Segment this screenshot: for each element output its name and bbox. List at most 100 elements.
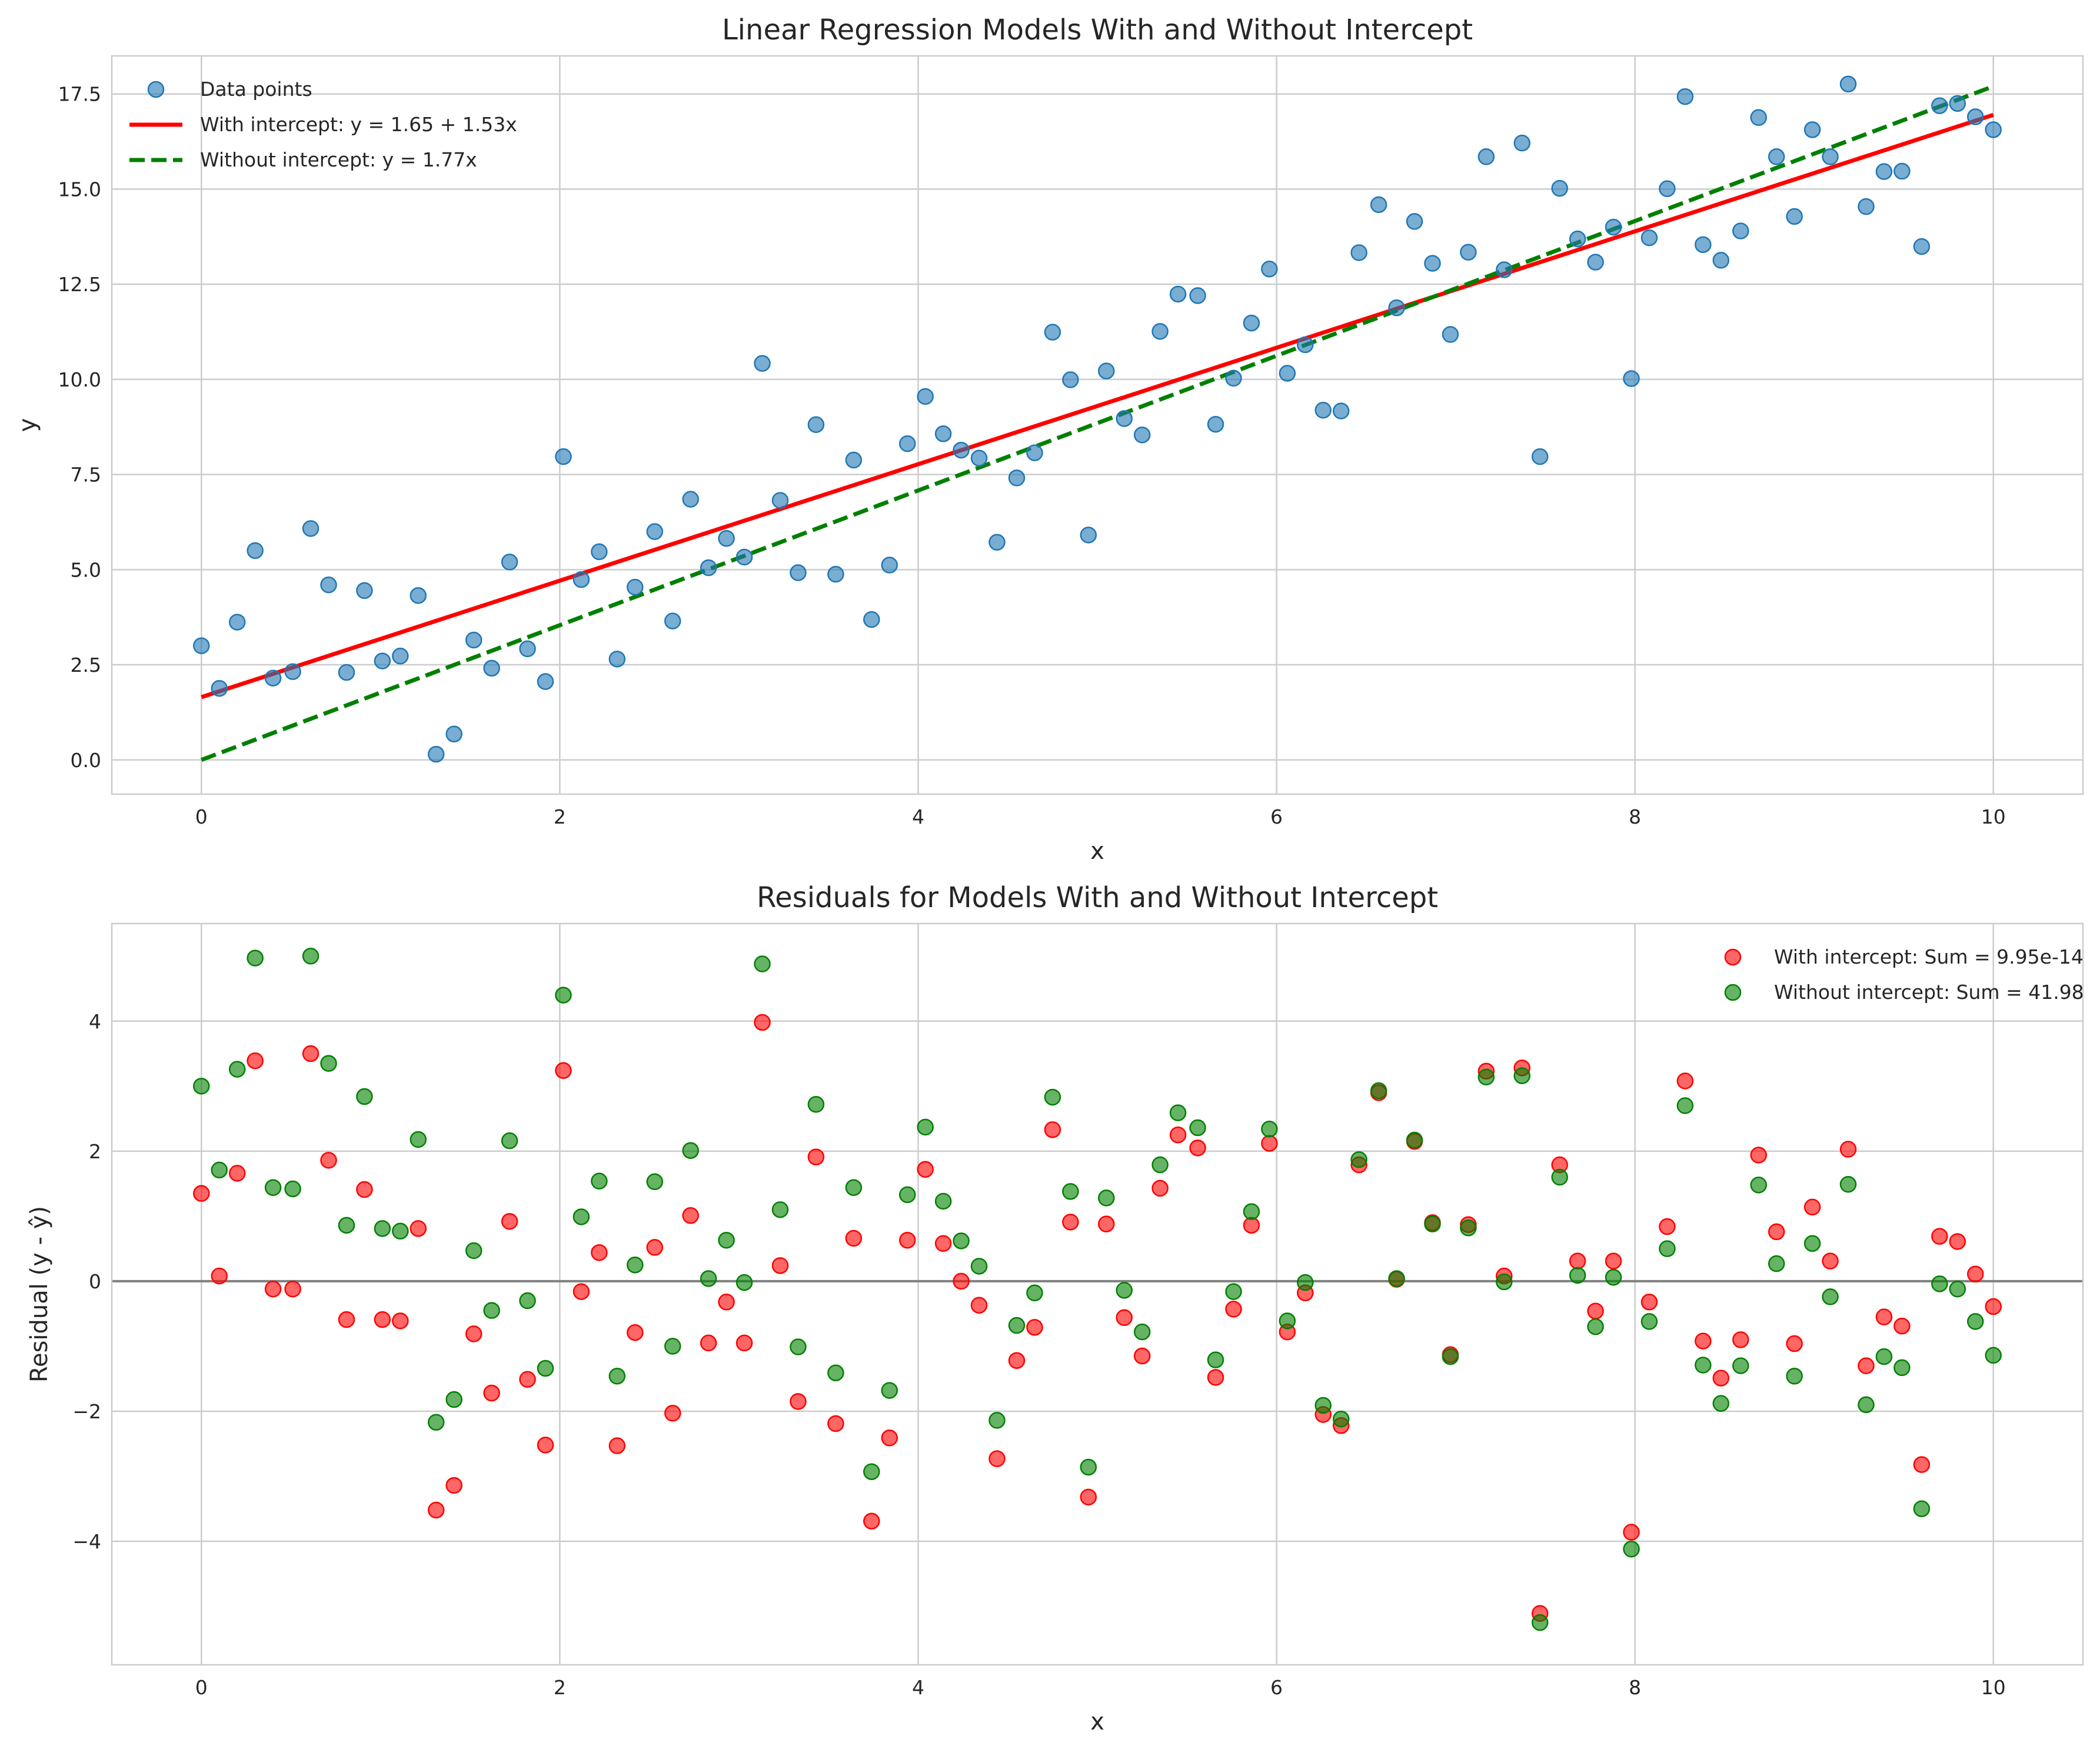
residual-point-with-intercept xyxy=(284,1280,301,1298)
data-point xyxy=(934,425,952,442)
residual-point-without-intercept xyxy=(1133,1323,1151,1341)
residual-point-with-intercept xyxy=(410,1220,427,1237)
data-point xyxy=(338,664,355,681)
data-point xyxy=(664,612,681,629)
residual-point-without-intercept xyxy=(1062,1183,1079,1200)
data-point xyxy=(1750,109,1768,126)
data-point xyxy=(1350,244,1367,261)
residual-point-with-intercept xyxy=(754,1014,771,1031)
data-point xyxy=(247,542,264,559)
residual-point-with-intercept xyxy=(193,1185,210,1202)
residual-point-with-intercept xyxy=(1189,1139,1206,1157)
residual-point-without-intercept xyxy=(1803,1235,1821,1252)
residual-point-without-intercept xyxy=(1659,1240,1676,1257)
residual-point-with-intercept xyxy=(970,1297,988,1314)
data-point xyxy=(790,564,807,581)
y-tick-label: 4 xyxy=(89,1010,101,1033)
data-point xyxy=(1388,299,1405,316)
data-point xyxy=(881,557,898,574)
residual-point-with-intercept xyxy=(881,1430,898,1447)
residual-point-with-intercept xyxy=(374,1311,391,1328)
residual-point-without-intercept xyxy=(1297,1274,1314,1291)
residual-point-without-intercept xyxy=(519,1292,536,1310)
data-point xyxy=(1044,324,1061,341)
residual-point-without-intercept xyxy=(501,1132,518,1149)
residual-point-with-intercept xyxy=(827,1415,844,1432)
data-point xyxy=(1640,229,1658,246)
data-point xyxy=(1913,238,1931,255)
data-point xyxy=(356,582,373,599)
residual-point-with-intercept xyxy=(1931,1228,1948,1245)
data-point xyxy=(1659,180,1676,198)
data-point xyxy=(953,441,970,459)
residual-point-without-intercept xyxy=(1314,1397,1332,1414)
residual-point-with-intercept xyxy=(1062,1214,1079,1231)
data-point xyxy=(1513,134,1531,152)
data-point xyxy=(989,534,1006,551)
residual-point-without-intercept xyxy=(863,1463,880,1480)
residual-point-with-intercept xyxy=(1261,1135,1278,1152)
x-tick-label: 8 xyxy=(1629,1676,1641,1699)
x-tick-label: 2 xyxy=(554,805,566,828)
residual-point-with-intercept xyxy=(445,1477,462,1494)
y-tick-labels: −4 −2 0 2 4 xyxy=(72,1010,101,1553)
data-point xyxy=(1676,88,1694,105)
legend-label: Without intercept: Sum = 41.98 xyxy=(1774,981,2084,1004)
data-point xyxy=(501,554,518,571)
x-tick-labels: 0 2 4 6 8 10 xyxy=(195,805,2006,828)
data-point xyxy=(1370,196,1387,214)
residual-point-without-intercept xyxy=(427,1414,445,1431)
legend-marker xyxy=(1724,984,1742,1001)
residual-point-without-intercept xyxy=(608,1368,626,1385)
y-tick-label: −2 xyxy=(72,1400,101,1423)
y-tick-labels: 0.0 2.5 5.0 7.5 10.0 12.5 15.0 17.5 xyxy=(58,83,101,772)
data-point xyxy=(1062,371,1079,388)
residual-point-with-intercept xyxy=(1151,1179,1169,1197)
residual-point-with-intercept xyxy=(228,1165,246,1182)
residual-point-without-intercept xyxy=(1513,1067,1531,1084)
data-point xyxy=(1732,222,1749,239)
residual-point-with-intercept xyxy=(392,1312,409,1330)
y-tick-label: 2 xyxy=(89,1140,101,1163)
residual-point-without-intercept xyxy=(827,1364,844,1381)
y-tick-label: 10.0 xyxy=(58,368,101,391)
data-point xyxy=(970,449,988,467)
data-point xyxy=(302,520,320,537)
data-point xyxy=(807,416,825,434)
residual-point-without-intercept xyxy=(320,1055,337,1072)
data-point xyxy=(1531,448,1549,465)
residual-point-with-intercept xyxy=(1695,1332,1712,1350)
residual-point-without-intercept xyxy=(1822,1288,1839,1305)
residual-point-without-intercept xyxy=(284,1180,301,1198)
residual-point-with-intercept xyxy=(934,1235,952,1252)
y-tick-label: 5.0 xyxy=(71,558,101,581)
residual-point-without-intercept xyxy=(881,1382,898,1399)
residual-point-without-intercept xyxy=(591,1172,608,1189)
residual-point-without-intercept xyxy=(1225,1283,1242,1300)
residual-point-without-intercept xyxy=(682,1142,699,1159)
residual-point-without-intercept xyxy=(1442,1348,1459,1365)
residual-point-without-intercept xyxy=(1406,1131,1423,1149)
residual-point-without-intercept xyxy=(1477,1068,1495,1086)
data-point xyxy=(1875,163,1893,180)
residual-point-with-intercept xyxy=(1786,1335,1803,1352)
residual-point-with-intercept xyxy=(302,1045,320,1062)
residual-point-with-intercept xyxy=(338,1311,355,1328)
residual-point-with-intercept xyxy=(1768,1223,1785,1241)
legend-label: With intercept: Sum = 9.95e-14 xyxy=(1774,945,2084,968)
residual-point-without-intercept xyxy=(1569,1267,1586,1284)
residual-point-without-intercept xyxy=(989,1412,1006,1429)
data-point xyxy=(898,435,916,452)
data-point xyxy=(1967,108,1984,125)
residual-point-without-intercept xyxy=(953,1232,970,1249)
x-tick-label: 2 xyxy=(554,1676,566,1699)
residual-point-with-intercept xyxy=(700,1334,717,1352)
data-point xyxy=(682,491,699,508)
data-point xyxy=(1279,365,1296,382)
grid xyxy=(112,56,2083,794)
y-tick-label: −4 xyxy=(72,1530,101,1553)
data-point xyxy=(827,565,844,583)
residual-point-without-intercept xyxy=(1913,1500,1931,1517)
data-point xyxy=(1496,261,1513,278)
residual-point-without-intercept xyxy=(754,955,771,972)
